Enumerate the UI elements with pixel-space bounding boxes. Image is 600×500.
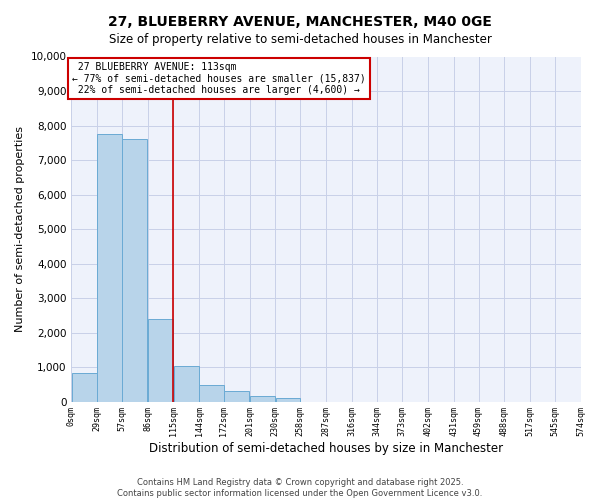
Bar (122, 140, 148, 402)
X-axis label: Distribution of semi-detached houses by size in Manchester: Distribution of semi-detached houses by … (149, 442, 503, 455)
Bar (250, 396, 275, 402)
Bar (199, 385, 224, 402)
Bar (148, 320, 173, 402)
Text: Size of property relative to semi-detached houses in Manchester: Size of property relative to semi-detach… (109, 32, 491, 46)
Text: Contains HM Land Registry data © Crown copyright and database right 2025.
Contai: Contains HM Land Registry data © Crown c… (118, 478, 482, 498)
Bar (224, 391, 250, 402)
Bar (71, 374, 97, 402)
Text: 27, BLUEBERRY AVENUE, MANCHESTER, M40 0GE: 27, BLUEBERRY AVENUE, MANCHESTER, M40 0G… (108, 15, 492, 29)
Text: 27 BLUEBERRY AVENUE: 113sqm
← 77% of semi-detached houses are smaller (15,837)
 : 27 BLUEBERRY AVENUE: 113sqm ← 77% of sem… (73, 62, 366, 95)
Bar (97, 134, 122, 402)
Y-axis label: Number of semi-detached properties: Number of semi-detached properties (15, 126, 25, 332)
Bar (275, 398, 300, 402)
Bar (173, 366, 199, 402)
